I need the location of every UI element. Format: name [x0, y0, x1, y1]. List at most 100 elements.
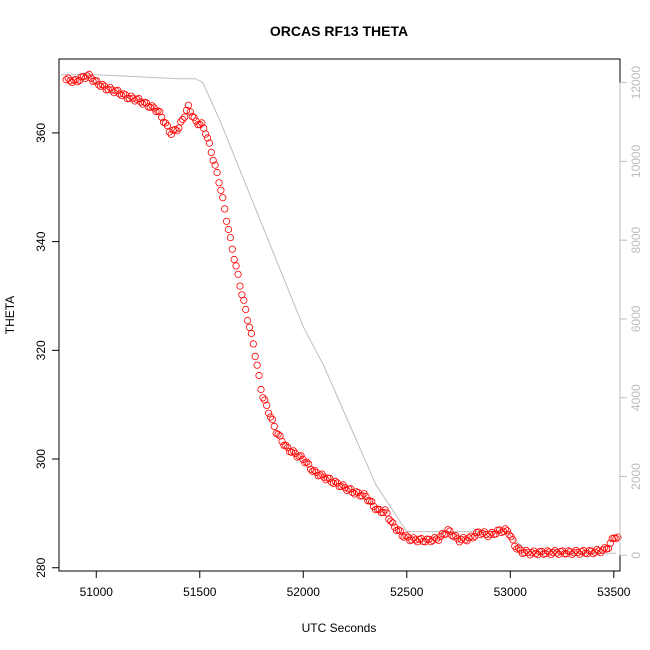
- theta-point: [81, 74, 89, 83]
- theta-point-series: [62, 70, 622, 559]
- theta-point: [226, 234, 234, 242]
- theta-point: [331, 477, 339, 485]
- theta-point: [551, 546, 559, 555]
- x-axis-label: UTC Seconds: [302, 621, 377, 635]
- x-tick-label: 53500: [597, 585, 631, 599]
- theta-point: [326, 474, 334, 482]
- theta-point: [495, 526, 504, 534]
- theta-point: [329, 479, 338, 487]
- theta-point: [597, 549, 605, 557]
- theta-point: [142, 99, 150, 107]
- theta-point: [184, 101, 192, 109]
- theta-point: [364, 497, 372, 505]
- theta-point: [515, 544, 523, 552]
- theta-point: [100, 82, 109, 90]
- theta-point: [181, 113, 189, 121]
- theta-point: [247, 329, 255, 338]
- y-axis-label: THETA: [3, 296, 17, 334]
- theta-point: [223, 217, 231, 225]
- theta-point: [66, 77, 74, 85]
- theta-point: [486, 530, 494, 538]
- theta-point: [148, 102, 156, 110]
- x-tick-label: 52000: [287, 585, 321, 599]
- theta-point: [146, 103, 154, 112]
- theta-point: [83, 72, 91, 80]
- theta-point: [297, 452, 305, 460]
- theta-point: [251, 352, 259, 360]
- theta-point: [236, 282, 244, 290]
- theta-point: [478, 529, 486, 538]
- theta-point: [595, 547, 603, 555]
- theta-point: [196, 121, 204, 129]
- theta-point: [327, 478, 336, 486]
- theta-point: [280, 441, 288, 449]
- theta-point: [545, 548, 553, 556]
- theta-point: [249, 340, 257, 348]
- theta-point: [268, 415, 276, 424]
- theta-point: [505, 531, 513, 539]
- theta-point: [207, 148, 215, 156]
- theta-point: [503, 527, 511, 535]
- theta-point: [612, 534, 620, 543]
- x-axis: 51000 51500 52000 52500 53000 53500: [80, 570, 631, 599]
- theta-point: [390, 523, 399, 531]
- theta-point: [62, 76, 70, 84]
- theta-point: [446, 527, 454, 535]
- theta-point: [186, 108, 194, 116]
- theta-point: [163, 122, 171, 130]
- theta-point: [171, 125, 179, 134]
- theta-point: [278, 437, 286, 446]
- theta-point: [379, 508, 387, 517]
- theta-point: [368, 497, 376, 506]
- theta-point: [274, 430, 282, 438]
- theta-point: [200, 124, 208, 132]
- theta-point: [306, 465, 315, 473]
- theta-point: [526, 551, 534, 559]
- theta-point: [257, 385, 265, 394]
- y2-tick-label: 2000: [629, 463, 643, 490]
- theta-point: [282, 441, 290, 449]
- theta-point: [396, 527, 404, 535]
- theta-point: [114, 86, 122, 94]
- theta-point: [72, 76, 80, 84]
- theta-point: [457, 535, 465, 544]
- theta-point: [224, 225, 233, 234]
- theta-point: [492, 530, 500, 538]
- theta-point: [606, 539, 614, 547]
- y-tick-label: 340: [34, 231, 48, 251]
- theta-point: [125, 94, 133, 103]
- theta-point: [400, 533, 408, 541]
- theta-point: [232, 262, 240, 270]
- theta-point: [509, 536, 517, 544]
- theta-point: [165, 128, 173, 136]
- theta-point: [95, 81, 103, 89]
- theta-point: [209, 156, 217, 164]
- theta-point: [202, 130, 210, 138]
- theta-point: [234, 270, 242, 278]
- theta-point: [188, 112, 196, 121]
- theta-point: [387, 517, 395, 525]
- theta-point: [308, 467, 317, 475]
- theta-point: [190, 114, 198, 122]
- theta-point: [264, 409, 273, 417]
- theta-point: [431, 533, 439, 542]
- theta-point: [217, 186, 225, 194]
- theta-point: [398, 532, 406, 540]
- theta-point: [604, 544, 613, 553]
- theta-point: [448, 531, 456, 540]
- theta-point: [474, 528, 483, 536]
- theta-point: [438, 529, 446, 538]
- theta-point: [137, 98, 145, 106]
- theta-point: [547, 550, 555, 559]
- theta-point: [106, 84, 114, 92]
- x-tick-label: 51000: [80, 585, 114, 599]
- theta-point: [432, 535, 441, 543]
- theta-point: [230, 255, 238, 264]
- theta-point: [74, 78, 82, 86]
- theta-point: [324, 474, 332, 482]
- theta-point: [179, 115, 187, 124]
- plot-frame: [58, 58, 621, 572]
- theta-point: [266, 413, 275, 421]
- theta-point: [402, 531, 410, 539]
- theta-point: [362, 492, 370, 500]
